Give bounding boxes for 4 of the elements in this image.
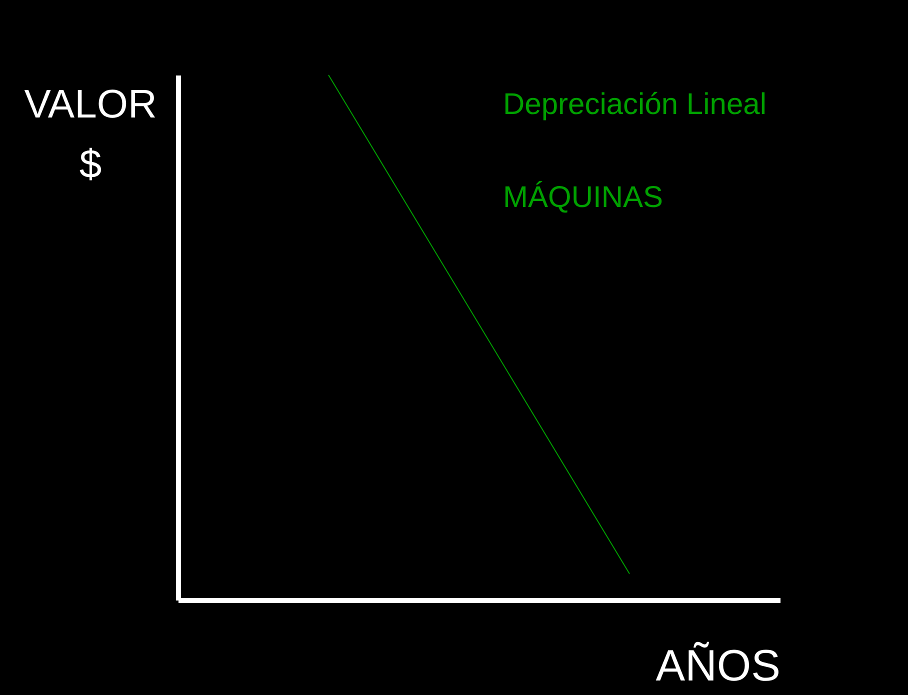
x-axis-title: AÑOS — [656, 642, 780, 690]
annotation: MÁQUINAS — [503, 180, 664, 214]
annotation: Depreciación Lineal — [503, 88, 766, 121]
y-axis-title: VALOR $ — [24, 82, 157, 186]
